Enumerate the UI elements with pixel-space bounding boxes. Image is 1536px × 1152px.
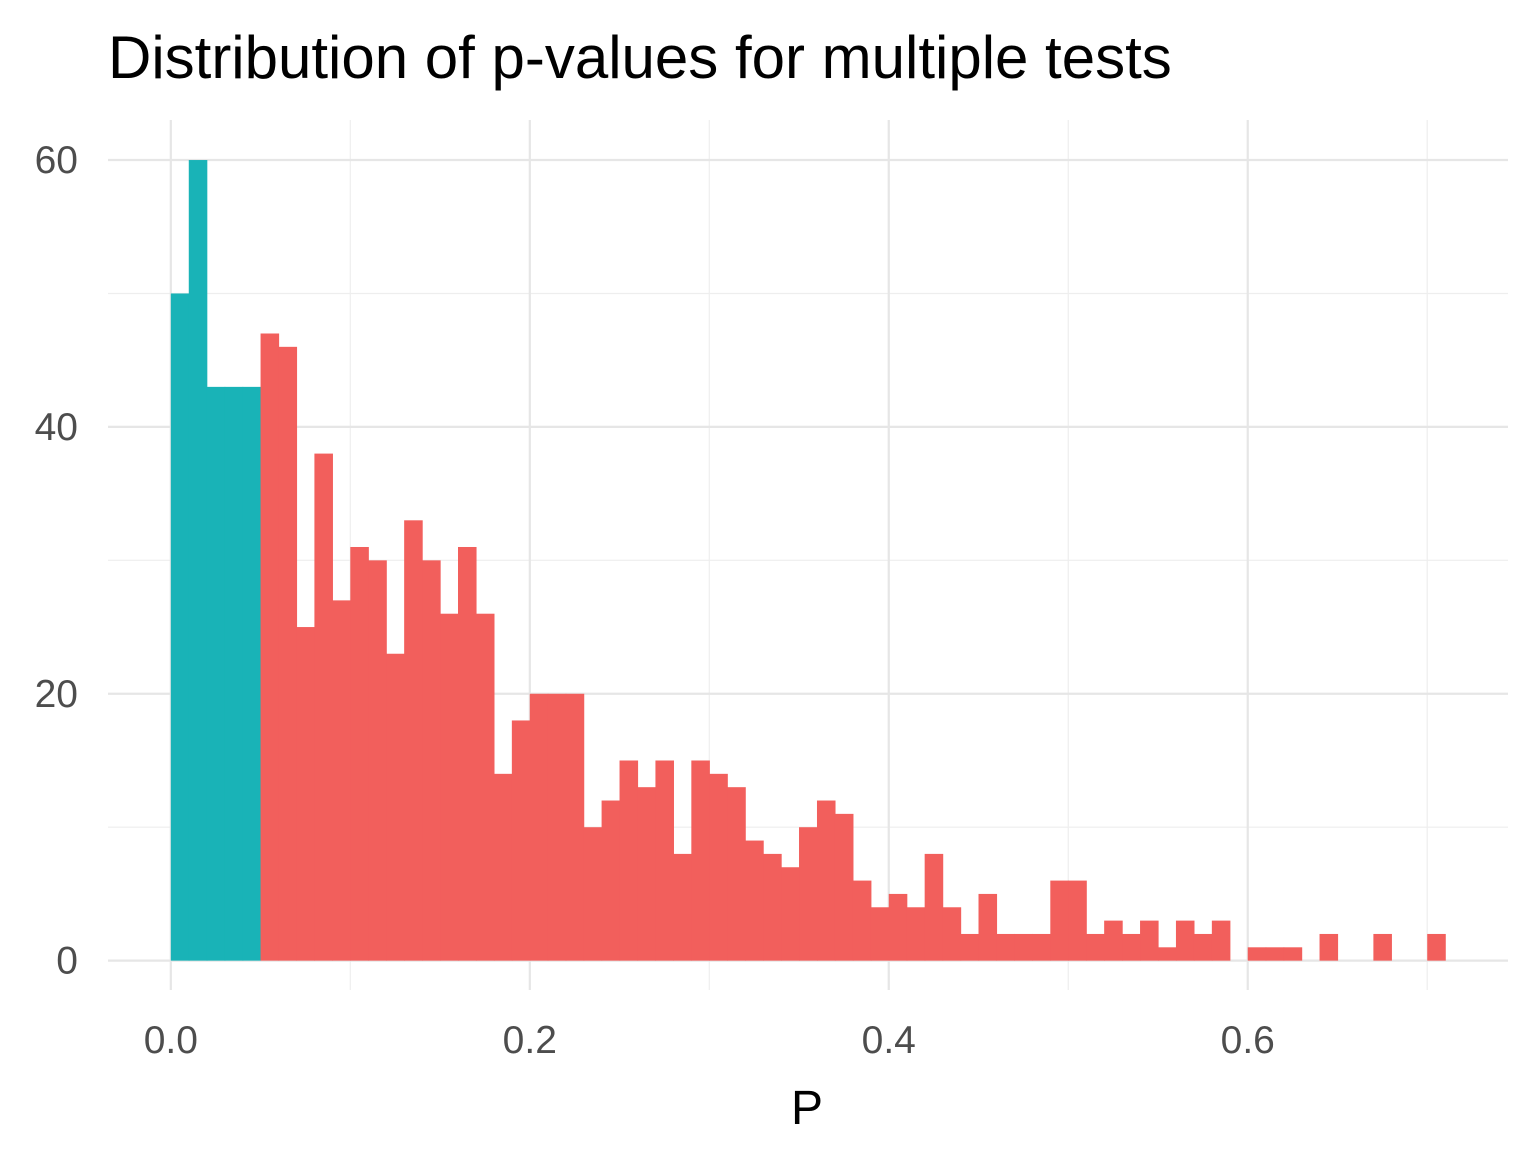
histogram-bar-not-significant [763,853,782,961]
histogram-bar-not-significant [1373,933,1392,961]
histogram-bar-not-significant [996,933,1016,961]
histogram-bar-not-significant [673,853,692,961]
histogram-bar-not-significant [1104,920,1123,961]
histogram-bar-not-significant [888,893,908,961]
histogram-bar-not-significant [745,840,764,961]
histogram-bar-significant [242,386,262,961]
histogram-bar-not-significant [1122,933,1141,961]
histogram-bar-not-significant [404,520,423,961]
histogram-bar-not-significant [1211,920,1231,961]
histogram-bar-not-significant [709,773,728,961]
histogram-bar-not-significant [583,827,603,961]
x-tick-label: 0.2 [503,1019,557,1062]
histogram-bar-not-significant [816,800,836,961]
histogram-bar-significant [188,160,208,961]
histogram-bar-not-significant [386,653,405,961]
y-axis-tick-labels: 0 20 40 60 [35,139,78,983]
y-tick-label: 60 [35,139,78,182]
histogram-bar-not-significant [960,933,980,961]
histogram-bar-not-significant [601,800,621,961]
histogram-bar-not-significant [314,453,333,961]
histogram-bar-not-significant [332,600,351,961]
histogram-bar-not-significant [870,907,890,961]
histogram-bar-significant [224,386,244,961]
x-axis-title: P [791,1082,823,1135]
histogram-bar-not-significant [691,760,710,961]
histogram-bar-not-significant [834,813,854,961]
histogram-bar-not-significant [350,546,369,961]
x-tick-label: 0.6 [1221,1019,1275,1062]
histogram-bar-not-significant [547,693,567,961]
histogram-bar-not-significant [278,346,298,961]
histogram-bar-not-significant [529,693,549,961]
y-tick-label: 20 [35,673,78,716]
histogram-bar-not-significant [1427,933,1446,961]
histogram-bar-not-significant [655,760,674,961]
histogram-bar-not-significant [440,613,459,961]
histogram-bar-not-significant [1068,880,1087,961]
histogram-bar-not-significant [422,560,441,961]
histogram-bar-not-significant [1247,947,1267,961]
histogram-bar-not-significant [1140,920,1159,961]
histogram-bar-not-significant [511,720,531,961]
histogram-bar-not-significant [727,787,746,961]
histogram-bar-not-significant [1283,947,1303,961]
histogram-bar-not-significant [978,893,998,961]
chart-title: Distribution of p-values for multiple te… [108,24,1172,91]
histogram-bar-not-significant [1175,920,1195,961]
histogram-bar-not-significant [619,760,639,961]
histogram-bar-not-significant [368,560,387,961]
histogram-bar-not-significant [296,627,316,961]
histogram-bar-not-significant [1086,933,1105,961]
histogram-bar-not-significant [1319,933,1339,961]
histogram-bar-not-significant [475,613,495,961]
x-axis-tick-labels: 0.0 0.2 0.4 0.6 [144,1019,1275,1062]
histogram-bar-not-significant [942,907,962,961]
bars-layer [170,160,1446,961]
histogram-bar-not-significant [493,773,513,961]
histogram-bar-not-significant [799,827,818,961]
histogram-bar-not-significant [458,546,477,961]
histogram-bar-not-significant [565,693,585,961]
y-tick-label: 40 [35,406,78,449]
histogram-bar-significant [206,386,226,961]
histogram-bar-significant [170,293,190,961]
x-tick-label: 0.4 [862,1019,916,1062]
histogram-bar-not-significant [1193,933,1213,961]
histogram-bar-not-significant [1265,947,1285,961]
histogram-bar-not-significant [1032,933,1051,961]
histogram-bar-not-significant [781,867,800,961]
histogram-bar-not-significant [852,880,872,961]
histogram-bar-not-significant [1158,947,1177,961]
histogram-bar-not-significant [1050,880,1069,961]
x-tick-label: 0.0 [144,1019,198,1062]
y-tick-label: 0 [56,940,78,983]
histogram-bar-not-significant [637,787,657,961]
histogram-bar-not-significant [260,333,280,961]
histogram-bar-not-significant [906,907,926,961]
histogram-bar-not-significant [924,853,944,961]
histogram-bar-not-significant [1014,933,1033,961]
